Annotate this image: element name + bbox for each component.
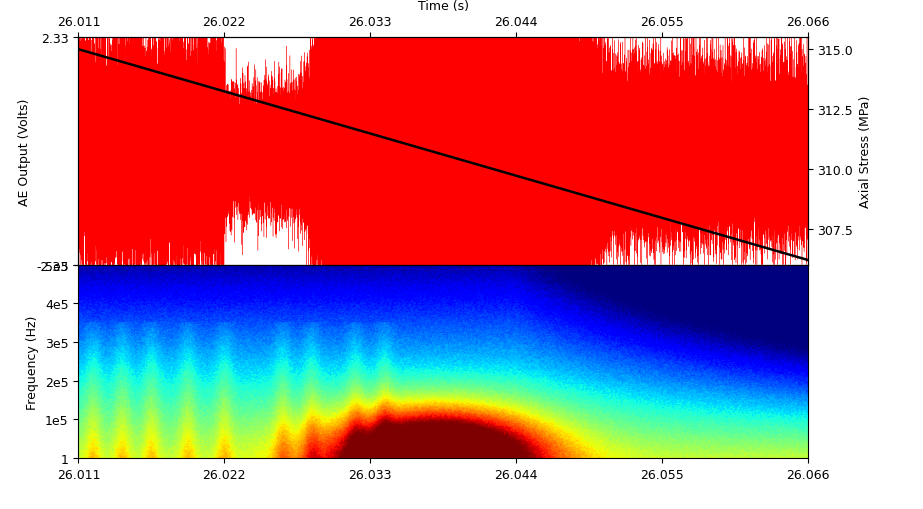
Y-axis label: Axial Stress (MPa): Axial Stress (MPa) xyxy=(858,96,872,208)
Y-axis label: AE Output (Volts): AE Output (Volts) xyxy=(18,98,31,205)
Y-axis label: Frequency (Hz): Frequency (Hz) xyxy=(27,315,40,409)
X-axis label: Time (s): Time (s) xyxy=(417,0,469,13)
